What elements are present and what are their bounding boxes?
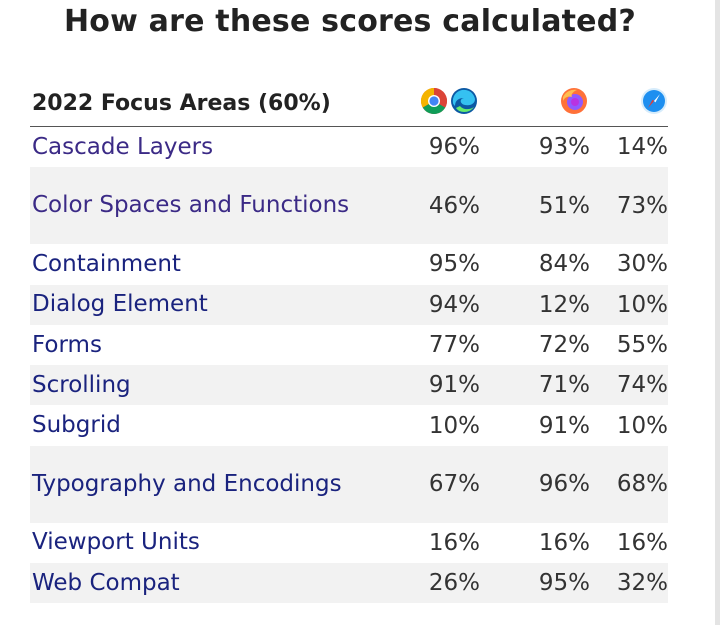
table-row: Scrolling 91% 71% 74% <box>30 365 668 406</box>
edge-icon <box>451 88 477 114</box>
chrome-edge-score: 95% <box>428 251 480 278</box>
safari-score: 74% <box>590 365 668 406</box>
table-row: Forms 77% 72% 55% <box>30 325 668 365</box>
table-row: Containment 95% 84% 30% <box>30 244 668 284</box>
chrome-edge-column-header <box>370 80 480 127</box>
safari-score: 30% <box>616 251 668 278</box>
firefox-score: 71% <box>480 365 590 406</box>
table-row: Typography and Encodings 67% 96% 68% <box>30 445 668 523</box>
chrome-edge-score: 96% <box>428 134 480 161</box>
focus-area-link[interactable]: Cascade Layers <box>32 133 214 160</box>
safari-score: 73% <box>590 167 668 245</box>
safari-score: 68% <box>590 445 668 523</box>
firefox-score: 16% <box>538 529 590 556</box>
firefox-score: 96% <box>480 445 590 523</box>
firefox-score: 51% <box>480 167 590 245</box>
focus-area-link[interactable]: Containment <box>32 250 181 277</box>
safari-icon <box>641 88 667 114</box>
focus-area-link[interactable]: Scrolling <box>30 365 370 406</box>
table-row: Web Compat 26% 95% 32% <box>30 563 668 604</box>
safari-score: 10% <box>590 284 668 325</box>
firefox-score: 95% <box>480 563 590 604</box>
chrome-edge-score: 67% <box>370 445 480 523</box>
firefox-score: 84% <box>538 251 590 278</box>
chrome-edge-score: 94% <box>370 284 480 325</box>
table-header-row: 2022 Focus Areas (60%) <box>30 80 668 127</box>
safari-score: 32% <box>590 563 668 604</box>
focus-area-link[interactable]: Viewport Units <box>32 529 200 556</box>
focus-area-link[interactable]: Color Spaces and Functions <box>30 167 370 245</box>
table-row: Cascade Layers 96% 93% 14% <box>30 127 668 168</box>
chrome-icon <box>420 88 448 115</box>
chrome-edge-score: 91% <box>370 365 480 406</box>
page-title: How are these scores calculated? <box>63 4 637 39</box>
focus-area-link[interactable]: Dialog Element <box>30 284 370 325</box>
safari-score: 14% <box>616 134 668 161</box>
chrome-edge-score: 77% <box>428 332 480 359</box>
focus-area-link[interactable]: Forms <box>32 331 102 358</box>
table-row: Subgrid 10% 91% 10% <box>30 405 668 445</box>
safari-score: 16% <box>616 529 668 556</box>
firefox-score: 12% <box>480 284 590 325</box>
chrome-edge-score: 16% <box>428 529 480 556</box>
chrome-edge-score: 26% <box>370 563 480 604</box>
firefox-icon <box>561 88 587 114</box>
firefox-column-header <box>480 80 590 127</box>
firefox-score: 72% <box>538 332 590 359</box>
table-row: Viewport Units 16% 16% 16% <box>30 523 668 563</box>
focus-area-link[interactable]: Typography and Encodings <box>30 445 370 523</box>
safari-column-header <box>590 80 668 127</box>
focus-area-link[interactable]: Subgrid <box>32 412 121 439</box>
safari-score: 10% <box>616 412 668 439</box>
firefox-score: 91% <box>538 412 590 439</box>
table-row: Dialog Element 94% 12% 10% <box>30 284 668 325</box>
focus-area-link[interactable]: Web Compat <box>30 563 370 604</box>
firefox-score: 93% <box>538 134 590 161</box>
chrome-edge-score: 46% <box>370 167 480 245</box>
table-row: Color Spaces and Functions 46% 51% 73% <box>30 167 668 245</box>
focus-areas-heading: 2022 Focus Areas (60%) <box>30 80 370 127</box>
safari-score: 55% <box>616 332 668 359</box>
window-edge <box>715 0 720 625</box>
focus-areas-table: 2022 Focus Areas (60%) <box>30 80 668 604</box>
chrome-edge-score: 10% <box>428 412 480 439</box>
